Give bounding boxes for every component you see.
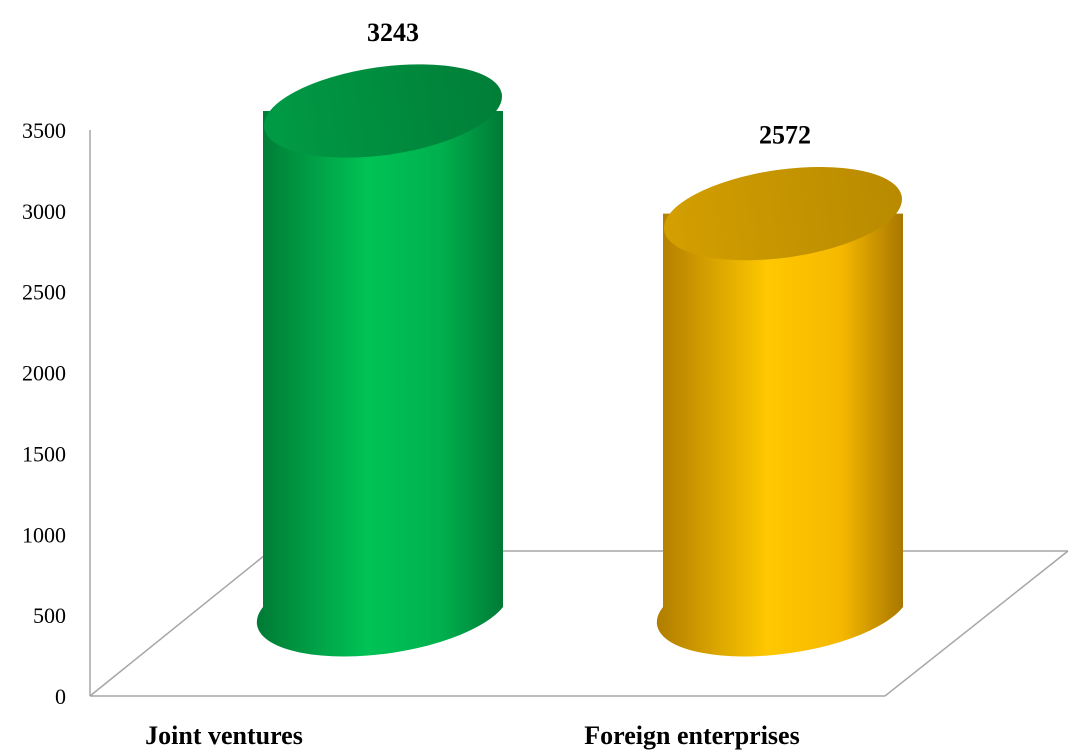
data-label: 3243: [367, 18, 419, 47]
axis-frame: [89, 130, 1069, 697]
category-label: Joint ventures: [145, 721, 303, 750]
bar-0: [256, 64, 503, 657]
bar-top: [664, 166, 902, 261]
bar-body: [656, 213, 903, 657]
data-label: 2572: [759, 121, 811, 150]
category-label: Foreign enterprises: [584, 721, 799, 750]
y-tick-label: 3000: [22, 199, 66, 224]
y-tick-label: 1000: [22, 522, 66, 547]
bar-1: [656, 166, 903, 657]
bar-top: [264, 64, 502, 158]
y-tick-label: 1500: [22, 441, 66, 466]
floor-left-edge: [89, 550, 271, 697]
y-tick-label: 2500: [22, 280, 66, 305]
y-tick-label: 3500: [22, 118, 66, 143]
data-labels: 3243 2572: [367, 18, 811, 150]
bars: [256, 64, 903, 657]
y-tick-label: 2000: [22, 361, 66, 386]
y-tick-label: 0: [55, 684, 66, 709]
y-tick-label: 500: [33, 603, 66, 628]
floor-right-edge: [884, 550, 1069, 697]
bar-body: [256, 111, 503, 657]
category-labels: Joint ventures Foreign enterprises: [145, 721, 800, 750]
y-axis-ticks: 0 500 1000 1500 2000 2500 3000 3500: [22, 118, 66, 709]
